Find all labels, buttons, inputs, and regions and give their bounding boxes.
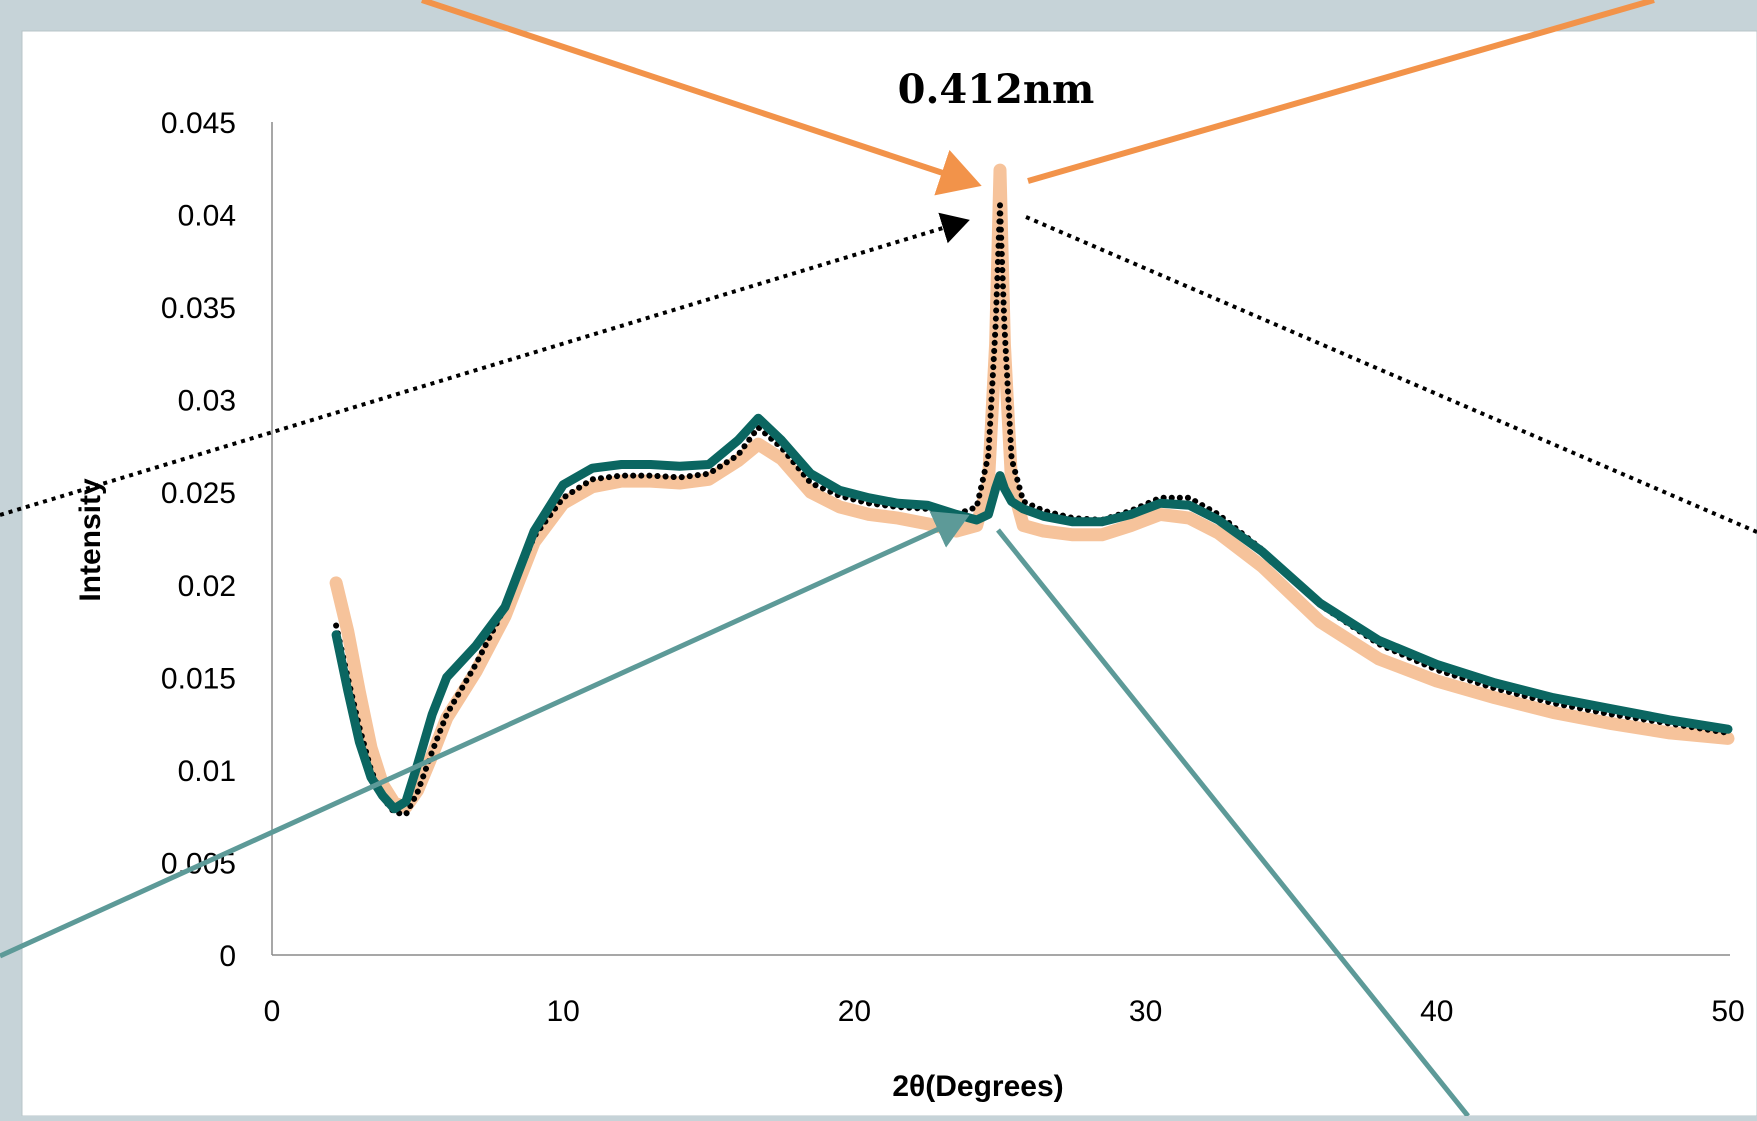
x-tick-label: 20 <box>838 995 871 1028</box>
dotted-arrow-right <box>1025 215 1757 534</box>
orange-arrow-right <box>1027 0 1655 184</box>
teal-arrow-left <box>0 511 970 959</box>
axis-layer <box>271 122 1730 956</box>
y-axis-title: Intensity <box>74 478 107 602</box>
x-axis-title: 2θ(Degrees) <box>892 1070 1063 1103</box>
y-tick-label: 0.03 <box>178 385 236 418</box>
x-tick-label: 50 <box>1711 995 1744 1028</box>
y-tick-label: 0.045 <box>161 107 236 140</box>
y-tick-label: 0.035 <box>161 292 236 325</box>
series-teal-line <box>331 413 1733 814</box>
y-tick-label: 0.04 <box>178 200 236 233</box>
y-tick-label: 0.01 <box>178 755 236 788</box>
orange-arrow-left <box>421 0 982 196</box>
plot-area-background <box>21 30 1757 1117</box>
y-tick-label: 0.015 <box>161 662 236 695</box>
y-tick-label: 0.02 <box>178 570 236 603</box>
y-tick-label: 0 <box>219 940 236 973</box>
teal-arrow-right <box>996 528 1470 1118</box>
x-tick-label: 30 <box>1129 995 1162 1028</box>
series-orange-line <box>329 163 1735 814</box>
peak-annotation: 0.412nm <box>898 66 1095 113</box>
x-tick-label: 0 <box>264 995 281 1028</box>
x-tick-label: 40 <box>1420 995 1453 1028</box>
y-tick-label: 0.025 <box>161 477 236 510</box>
series-layer <box>329 163 1735 818</box>
x-tick-label: 10 <box>547 995 580 1028</box>
dotted-arrow-left <box>0 212 970 517</box>
